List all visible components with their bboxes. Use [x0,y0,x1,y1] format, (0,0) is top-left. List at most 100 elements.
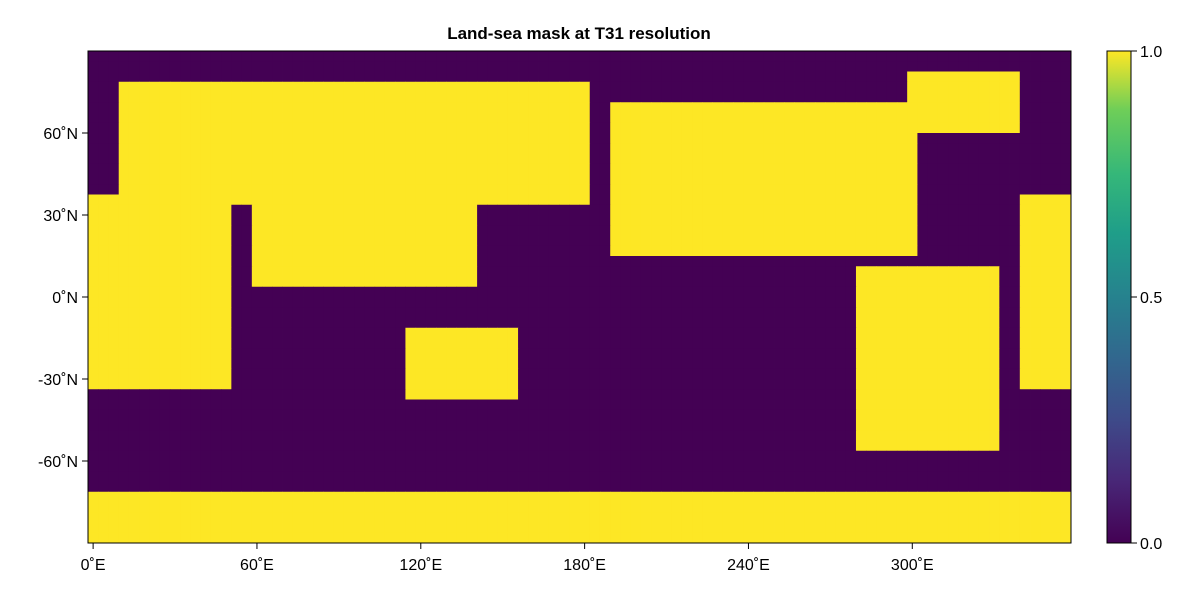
mask-cell [221,235,232,247]
mask-cell [415,143,427,154]
mask-cell [282,440,294,452]
mask-cell [866,338,877,349]
mask-cell [333,409,345,421]
mask-cell [548,502,560,513]
mask-cell [425,348,437,359]
mask-cell [128,461,140,472]
mask-cell [292,522,304,534]
mask-cell [128,71,140,83]
mask-cell [528,133,539,144]
mask-cell [1019,420,1031,431]
mask-cell [825,133,836,144]
mask-cell [88,430,99,441]
mask-cell [948,184,959,195]
mask-cell [354,276,365,288]
mask-cell [518,92,529,103]
mask-cell [804,133,816,144]
mask-cell [804,461,816,472]
mask-cell [794,399,806,411]
mask-cell [415,317,427,329]
mask-cell [599,92,611,103]
mask-cell [456,256,468,267]
mask-cell [128,450,140,462]
y-axis: 60˚N30˚N0˚N-30˚N-60˚N [38,126,88,471]
mask-cell [446,163,458,175]
mask-cell [200,215,212,226]
mask-cell [221,174,232,185]
mask-cell [190,276,202,288]
mask-cell [425,297,437,308]
mask-cell [630,194,642,206]
mask-cell [149,245,161,257]
mask-cell [999,389,1010,400]
mask-cell [1040,368,1051,380]
mask-cell [1009,522,1021,534]
mask-cell [610,420,621,431]
mask-cell [159,225,171,236]
mask-cell [1050,61,1062,72]
mask-cell [292,153,304,165]
mask-cell [272,471,283,482]
mask-cell [825,112,836,124]
mask-cell [681,368,693,380]
mask-cell [456,450,468,462]
mask-cell [1009,194,1021,206]
mask-cell [722,112,734,124]
mask-cell [292,215,304,226]
mask-cell [1040,389,1051,400]
mask-cell [190,297,202,308]
mask-cell [815,215,826,226]
mask-cell [692,92,703,103]
mask-cell [896,245,908,257]
mask-cell [374,481,386,493]
mask-cell [292,327,304,339]
mask-cell [651,368,662,380]
mask-cell [630,163,642,175]
mask-cell [927,71,939,83]
mask-cell [313,389,324,400]
mask-cell [180,225,191,236]
mask-cell [507,256,519,267]
mask-cell [487,256,498,267]
mask-cell [139,163,150,175]
mask-cell [169,184,181,195]
mask-cell [794,307,806,318]
mask-cell [88,338,99,349]
mask-cell [907,430,918,441]
mask-cell [692,532,703,544]
mask-cell [251,471,263,482]
mask-cell [825,184,836,195]
mask-cell [620,491,632,503]
mask-cell [1019,245,1031,257]
mask-cell [620,204,632,216]
mask-cell [118,307,130,318]
mask-cell [599,266,611,277]
mask-cell [169,266,181,277]
mask-cell [323,153,335,165]
mask-cell [190,522,202,534]
mask-cell [190,51,202,62]
mask-cell [528,368,539,380]
mask-cell [251,276,263,288]
mask-cell [528,276,539,288]
mask-cell [466,327,478,339]
mask-cell [507,317,519,329]
mask-cell [610,409,621,421]
mask-cell [712,133,724,144]
mask-cell [702,358,714,370]
mask-cell [149,122,161,134]
mask-cell [323,297,335,308]
mask-cell [722,358,734,370]
mask-cell [671,184,683,195]
mask-cell [374,399,386,411]
mask-cell [763,532,775,544]
mask-cell [886,522,898,534]
mask-cell [640,297,652,308]
mask-cell [190,92,202,103]
mask-cell [159,471,171,482]
mask-cell [804,502,816,513]
mask-cell [262,450,273,462]
mask-cell [118,440,130,452]
mask-cell [763,450,775,462]
mask-cell [948,81,959,93]
